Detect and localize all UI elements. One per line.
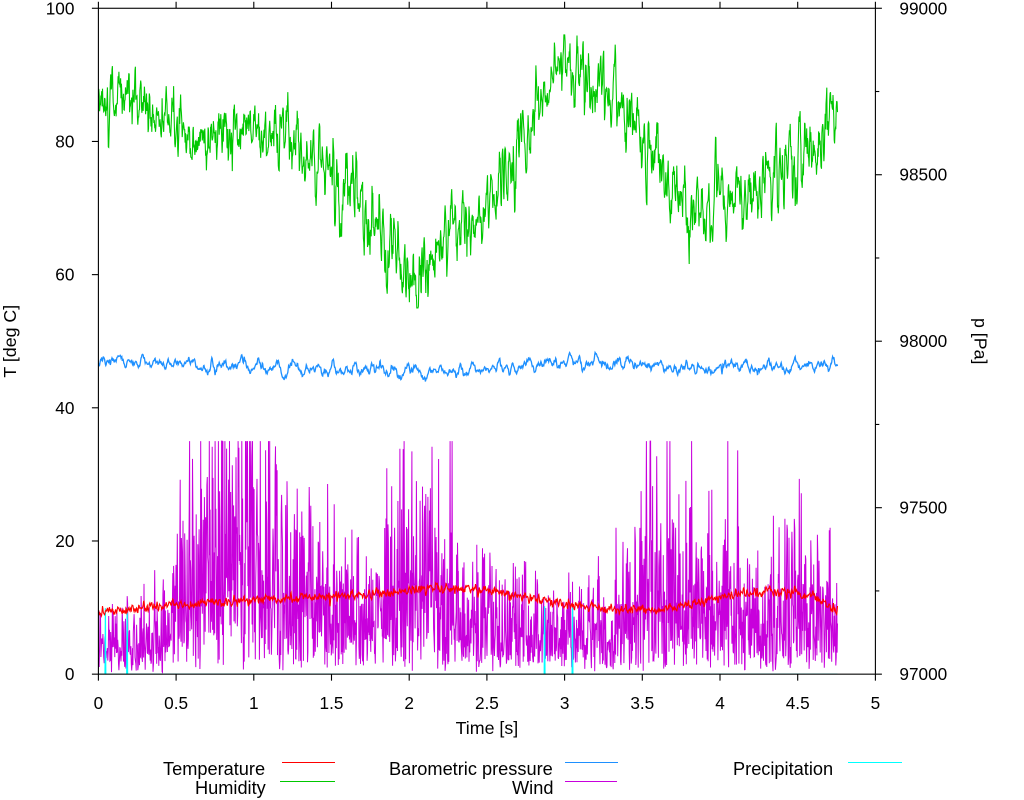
svg-text:4.5: 4.5 (786, 693, 810, 713)
svg-text:3: 3 (560, 693, 570, 713)
svg-text:5: 5 (871, 693, 881, 713)
svg-text:97500: 97500 (899, 498, 947, 518)
svg-text:97000: 97000 (899, 664, 947, 684)
svg-text:0: 0 (65, 664, 75, 684)
svg-text:1: 1 (249, 693, 259, 713)
svg-text:60: 60 (55, 265, 74, 285)
svg-text:T [deg C]: T [deg C] (0, 305, 20, 378)
svg-text:2: 2 (404, 693, 414, 713)
svg-text:3.5: 3.5 (630, 693, 654, 713)
svg-text:40: 40 (55, 398, 74, 418)
svg-text:4: 4 (715, 693, 725, 713)
svg-text:p [Pa]: p [Pa] (970, 318, 990, 364)
svg-text:99000: 99000 (899, 0, 947, 18)
svg-text:80: 80 (55, 131, 74, 151)
svg-text:0.5: 0.5 (164, 693, 188, 713)
svg-text:20: 20 (55, 531, 74, 551)
svg-text:98500: 98500 (899, 165, 947, 185)
svg-text:1.5: 1.5 (320, 693, 344, 713)
svg-text:0: 0 (94, 693, 104, 713)
svg-text:98000: 98000 (899, 331, 947, 351)
svg-text:Time [s]: Time [s] (456, 718, 519, 738)
svg-text:2.5: 2.5 (475, 693, 499, 713)
svg-text:100: 100 (46, 0, 75, 18)
